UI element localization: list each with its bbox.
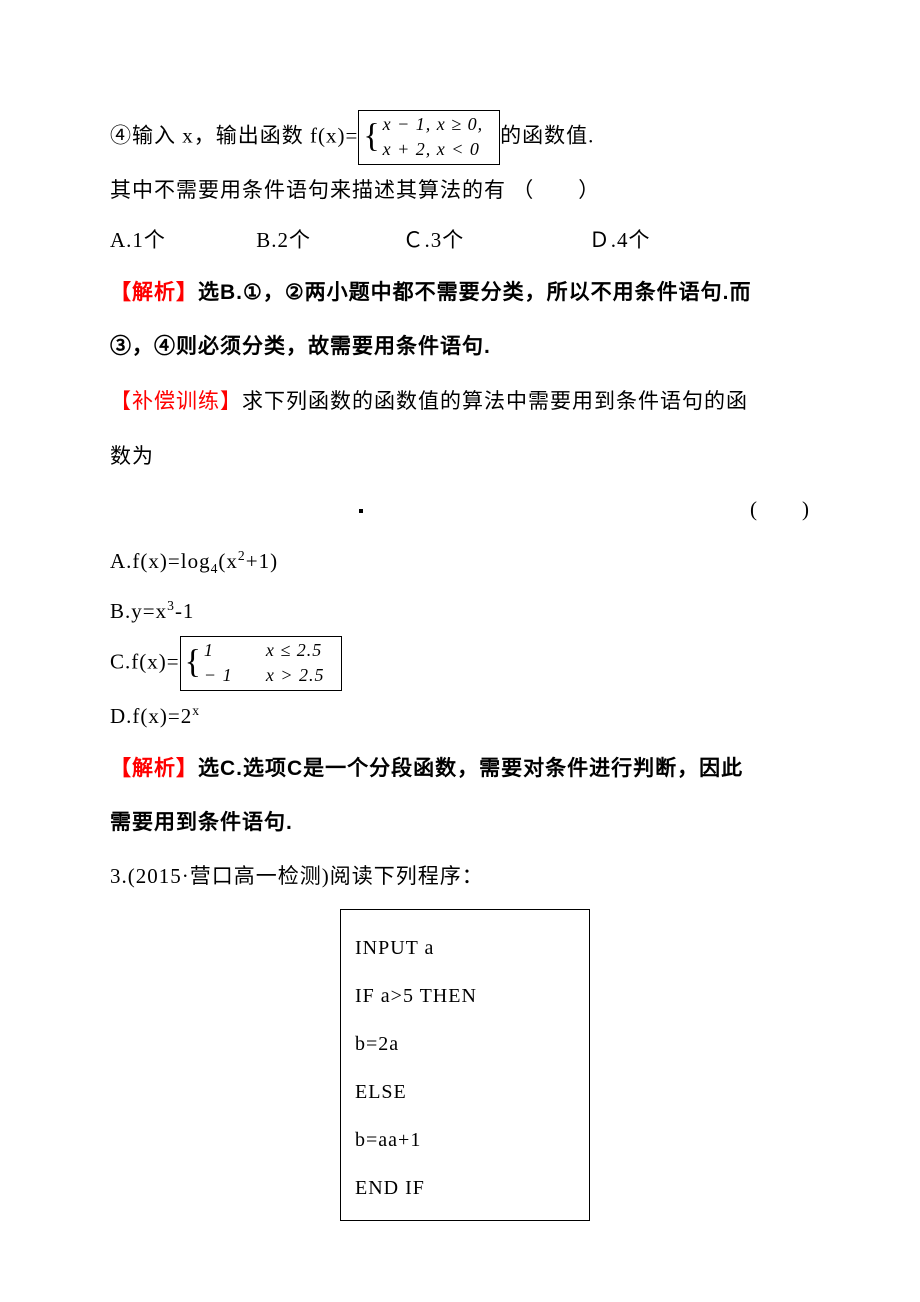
analysis-label: 【解析】	[110, 281, 198, 304]
q2-option-b: B.2个	[256, 215, 396, 265]
code-line-6: END IF	[355, 1164, 575, 1212]
comp-analysis-line2: 需要用到条件语句.	[110, 796, 810, 851]
comp-option-b: B.y=x3-1	[110, 586, 810, 636]
q2-option-a: A.1个	[110, 215, 250, 265]
optA-sup: 2	[238, 548, 246, 563]
optA-pre: A.f(x)=log	[110, 549, 211, 573]
code-line-2: IF a>5 THEN	[355, 972, 575, 1020]
optC-r2c1: − 1	[204, 664, 264, 687]
q2-option-c: Ｃ.3个	[403, 215, 583, 265]
q2-options: A.1个 B.2个 Ｃ.3个 Ｄ.4个	[110, 215, 810, 265]
comp-stem-line1: 【补偿训练】求下列函数的函数值的算法中需要用到条件语句的函	[110, 375, 810, 430]
code-line-1: INPUT a	[355, 924, 575, 972]
program-code-box: INPUT a IF a>5 THEN b=2a ELSE b=aa+1 END…	[340, 909, 590, 1221]
document-page: ④输入 x，输出函数 f(x)={x − 1, x ≥ 0,x + 2, x <…	[0, 0, 920, 1302]
code-line-3: b=2a	[355, 1020, 575, 1068]
q2-item4: ④输入 x，输出函数 f(x)={x − 1, x ≥ 0,x + 2, x <…	[110, 110, 810, 165]
q2-option-d: Ｄ.4个	[589, 215, 651, 265]
optC-r2c2: x > 2.5	[266, 664, 335, 687]
optC-r1c2: x ≤ 2.5	[266, 639, 335, 662]
piece2: x + 2, x < 0	[383, 138, 494, 161]
comp-analysis-text1: 选C.选项C是一个分段函数，需要对条件进行判断，因此	[198, 757, 743, 780]
comp-dot-row: ( )	[110, 484, 810, 535]
q2-analysis-line1: 【解析】选B.①，②两小题中都不需要分类，所以不用条件语句.而	[110, 266, 810, 321]
q2-item4-suffix: 的函数值.	[500, 123, 594, 147]
answer-blank: ( )	[750, 484, 810, 534]
code-line-4: ELSE	[355, 1068, 575, 1116]
analysis-label-2: 【解析】	[110, 757, 198, 780]
q2-item4-prefix: ④输入 x，输出函数 f(x)=	[110, 123, 358, 147]
marker-dot-icon	[359, 509, 363, 513]
q2-analysis-text1: 选B.①，②两小题中都不需要分类，所以不用条件语句.而	[198, 281, 752, 304]
piecewise-box-1: {x − 1, x ≥ 0,x + 2, x < 0	[358, 110, 500, 165]
comp-stem-text1: 求下列函数的函数值的算法中需要用到条件语句的函	[242, 390, 748, 413]
piecewise-box-2: { 1x ≤ 2.5 − 1x > 2.5	[180, 636, 342, 691]
comp-analysis-line1: 【解析】选C.选项C是一个分段函数，需要对条件进行判断，因此	[110, 742, 810, 797]
optB-sup: 3	[167, 598, 175, 613]
optB-end: -1	[175, 599, 195, 623]
optB-pre: B.y=x	[110, 599, 167, 623]
optA-post: (x	[218, 549, 238, 573]
q3-stem: 3.(2015·营口高一检测)阅读下列程序：	[110, 851, 810, 901]
comp-option-a: A.f(x)=log4(x2+1)	[110, 536, 810, 586]
comp-option-d: D.f(x)=2x	[110, 691, 810, 741]
code-line-5: b=aa+1	[355, 1116, 575, 1164]
optC-r1c1: 1	[204, 639, 264, 662]
comp-option-c: C.f(x)={ 1x ≤ 2.5 − 1x > 2.5	[110, 636, 810, 691]
q2-analysis-line2: ③，④则必须分类，故需要用条件语句.	[110, 320, 810, 375]
optA-end: +1)	[246, 549, 278, 573]
comp-stem-line2: 数为	[110, 430, 810, 485]
optC-pre: C.f(x)=	[110, 650, 180, 674]
compensation-label: 【补偿训练】	[110, 390, 242, 413]
q2-stem: 其中不需要用条件语句来描述其算法的有 （ ）	[110, 165, 810, 215]
optD-pre: D.f(x)=2	[110, 704, 192, 728]
optD-sup: x	[192, 703, 200, 718]
piece1: x − 1, x ≥ 0,	[383, 113, 494, 136]
